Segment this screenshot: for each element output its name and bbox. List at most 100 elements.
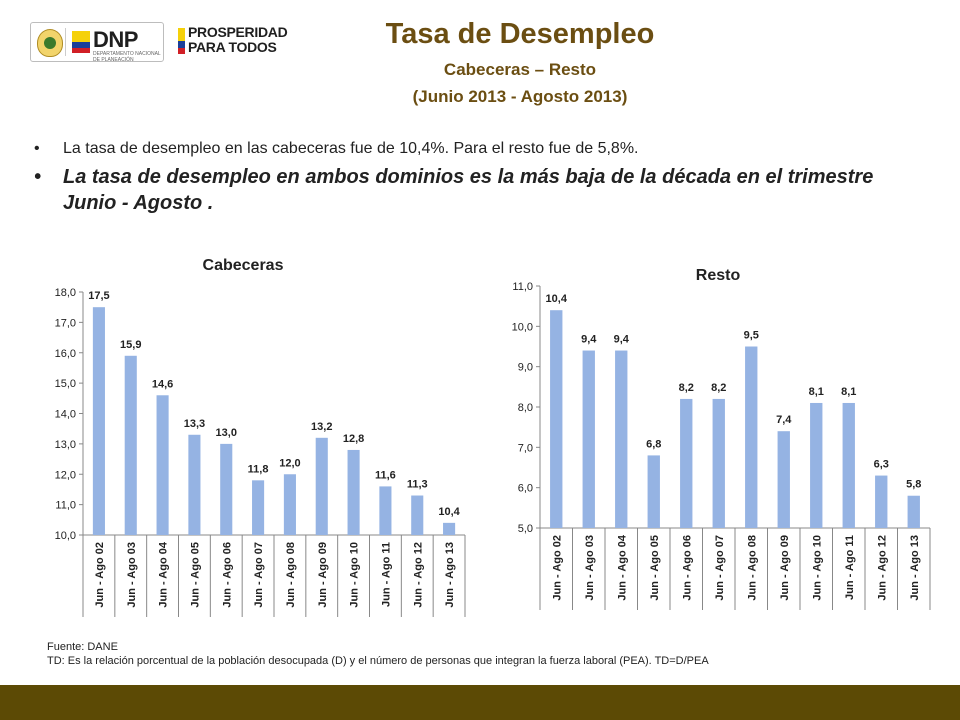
bar xyxy=(379,486,392,535)
bar xyxy=(220,443,233,535)
bar xyxy=(283,474,296,535)
prosperidad-flag-icon xyxy=(178,28,185,54)
y-tick-label: 13,0 xyxy=(55,439,76,451)
x-tick-label: Jun - Ago 02 xyxy=(94,542,106,608)
bullet-text-2: La tasa de desempleo en ambos dominios e… xyxy=(63,166,874,214)
bar xyxy=(443,522,456,535)
data-label: 8,2 xyxy=(679,382,694,394)
data-label: 10,4 xyxy=(546,293,568,305)
bullet-marker: • xyxy=(34,166,42,188)
y-tick-label: 16,0 xyxy=(55,348,76,360)
data-label: 11,8 xyxy=(248,463,269,475)
bar xyxy=(411,495,424,535)
data-label: 9,4 xyxy=(581,334,597,346)
y-tick-label: 17,0 xyxy=(55,317,76,329)
dnp-subtitle: DEPARTAMENTO NACIONAL DE PLANEACIÓN xyxy=(93,51,161,63)
data-label: 17,5 xyxy=(88,290,109,302)
data-label: 8,2 xyxy=(711,382,726,394)
x-tick-label: Jun - Ago 11 xyxy=(844,535,856,600)
data-label: 14,6 xyxy=(152,378,173,390)
bar xyxy=(842,402,855,528)
bar xyxy=(124,355,137,535)
x-tick-label: Jun - Ago 04 xyxy=(616,534,628,600)
data-label: 15,9 xyxy=(120,339,141,351)
data-label: 10,4 xyxy=(438,506,460,518)
y-tick-label: 7,0 xyxy=(518,442,533,454)
colombia-flag-icon xyxy=(72,31,90,53)
y-tick-label: 14,0 xyxy=(55,409,76,421)
page-period: (Junio 2013 - Agosto 2013) xyxy=(412,87,628,106)
prosperidad-logo: PROSPERIDAD PARA TODOS xyxy=(188,24,288,55)
x-tick-label: Jun - Ago 02 xyxy=(551,535,563,601)
x-tick-label: Jun - Ago 10 xyxy=(811,535,823,601)
footer-bar xyxy=(0,685,960,720)
bar xyxy=(347,449,360,535)
bar xyxy=(680,398,693,528)
bar xyxy=(615,350,628,528)
bar xyxy=(745,346,758,528)
y-tick-label: 8,0 xyxy=(518,402,533,414)
x-tick-label: Jun - Ago 09 xyxy=(317,542,329,608)
bar xyxy=(582,350,595,528)
x-tick-label: Jun - Ago 08 xyxy=(285,542,297,608)
page-title: Tasa de Desempleo xyxy=(385,18,655,50)
data-label: 9,5 xyxy=(744,330,759,342)
bar xyxy=(156,395,169,535)
data-label: 13,0 xyxy=(216,427,237,439)
x-tick-label: Jun - Ago 06 xyxy=(681,535,693,601)
x-tick-label: Jun - Ago 05 xyxy=(649,535,661,601)
data-label: 13,2 xyxy=(311,421,332,433)
x-tick-label: Jun - Ago 12 xyxy=(412,542,424,608)
bar xyxy=(92,307,105,535)
x-tick-label: Jun - Ago 07 xyxy=(253,542,265,608)
y-tick-label: 11,0 xyxy=(512,281,533,293)
x-tick-label: Jun - Ago 07 xyxy=(714,535,726,601)
footnote: Fuente: DANE TD: Es la relación porcentu… xyxy=(47,640,709,668)
y-tick-label: 15,0 xyxy=(55,378,76,390)
bullet-list: • La tasa de desempleo en las cabeceras … xyxy=(30,140,930,216)
colombia-crest-icon xyxy=(37,29,63,57)
y-tick-label: 10,0 xyxy=(512,321,533,333)
data-label: 13,3 xyxy=(184,418,205,430)
bullet-item: • La tasa de desempleo en ambos dominios… xyxy=(30,164,930,216)
x-tick-label: Jun - Ago 13 xyxy=(444,542,456,608)
x-tick-label: Jun - Ago 09 xyxy=(779,535,791,601)
y-tick-label: 10,0 xyxy=(55,530,76,542)
chart-title: Cabeceras xyxy=(203,257,284,274)
footnote-definition: TD: Es la relación porcentual de la pobl… xyxy=(47,655,709,667)
data-label: 5,8 xyxy=(906,479,921,491)
page-subtitle: Cabeceras – Resto xyxy=(443,60,597,79)
bar xyxy=(252,480,265,535)
bar xyxy=(907,495,920,528)
data-label: 11,6 xyxy=(375,469,396,481)
data-label: 8,1 xyxy=(809,386,824,398)
y-tick-label: 9,0 xyxy=(518,362,533,374)
x-tick-label: Jun - Ago 03 xyxy=(584,535,596,601)
y-tick-label: 12,0 xyxy=(55,469,76,481)
chart-cabeceras: Cabeceras 10,0 11,0 12,0 13,0 14,0 15,0 16,0 17,… xyxy=(30,250,470,620)
x-tick-label: Jun - Ago 08 xyxy=(746,535,758,601)
data-label: 12,0 xyxy=(279,457,300,469)
x-tick-label: Jun - Ago 11 xyxy=(380,542,392,607)
dnp-wordmark: DNP xyxy=(93,27,138,52)
data-label: 11,3 xyxy=(407,479,428,491)
bar xyxy=(188,434,201,535)
data-label: 6,3 xyxy=(874,459,889,471)
logo-divider xyxy=(65,28,66,56)
data-label: 7,4 xyxy=(776,414,792,426)
bullet-text-1: La tasa de desempleo en las cabeceras fu… xyxy=(63,140,639,157)
x-tick-label: Jun - Ago 06 xyxy=(221,542,233,608)
x-tick-label: Jun - Ago 05 xyxy=(189,542,201,608)
data-label: 8,1 xyxy=(841,386,856,398)
x-tick-label: Jun - Ago 10 xyxy=(349,542,361,608)
y-tick-label: 11,0 xyxy=(55,500,76,512)
data-label: 9,4 xyxy=(614,334,630,346)
chart-cabeceras-svg: Cabeceras 10,0 11,0 12,0 13,0 14,0 15,0 16,0 17,… xyxy=(55,257,466,617)
x-tick-label: Jun - Ago 04 xyxy=(158,541,170,607)
x-tick-label: Jun - Ago 03 xyxy=(126,542,138,608)
bar xyxy=(647,455,660,528)
x-tick-label: Jun - Ago 12 xyxy=(876,535,888,601)
bar xyxy=(777,431,790,528)
dnp-logo: DNP DEPARTAMENTO NACIONAL DE PLANEACIÓN xyxy=(30,22,164,63)
bar xyxy=(315,437,328,535)
